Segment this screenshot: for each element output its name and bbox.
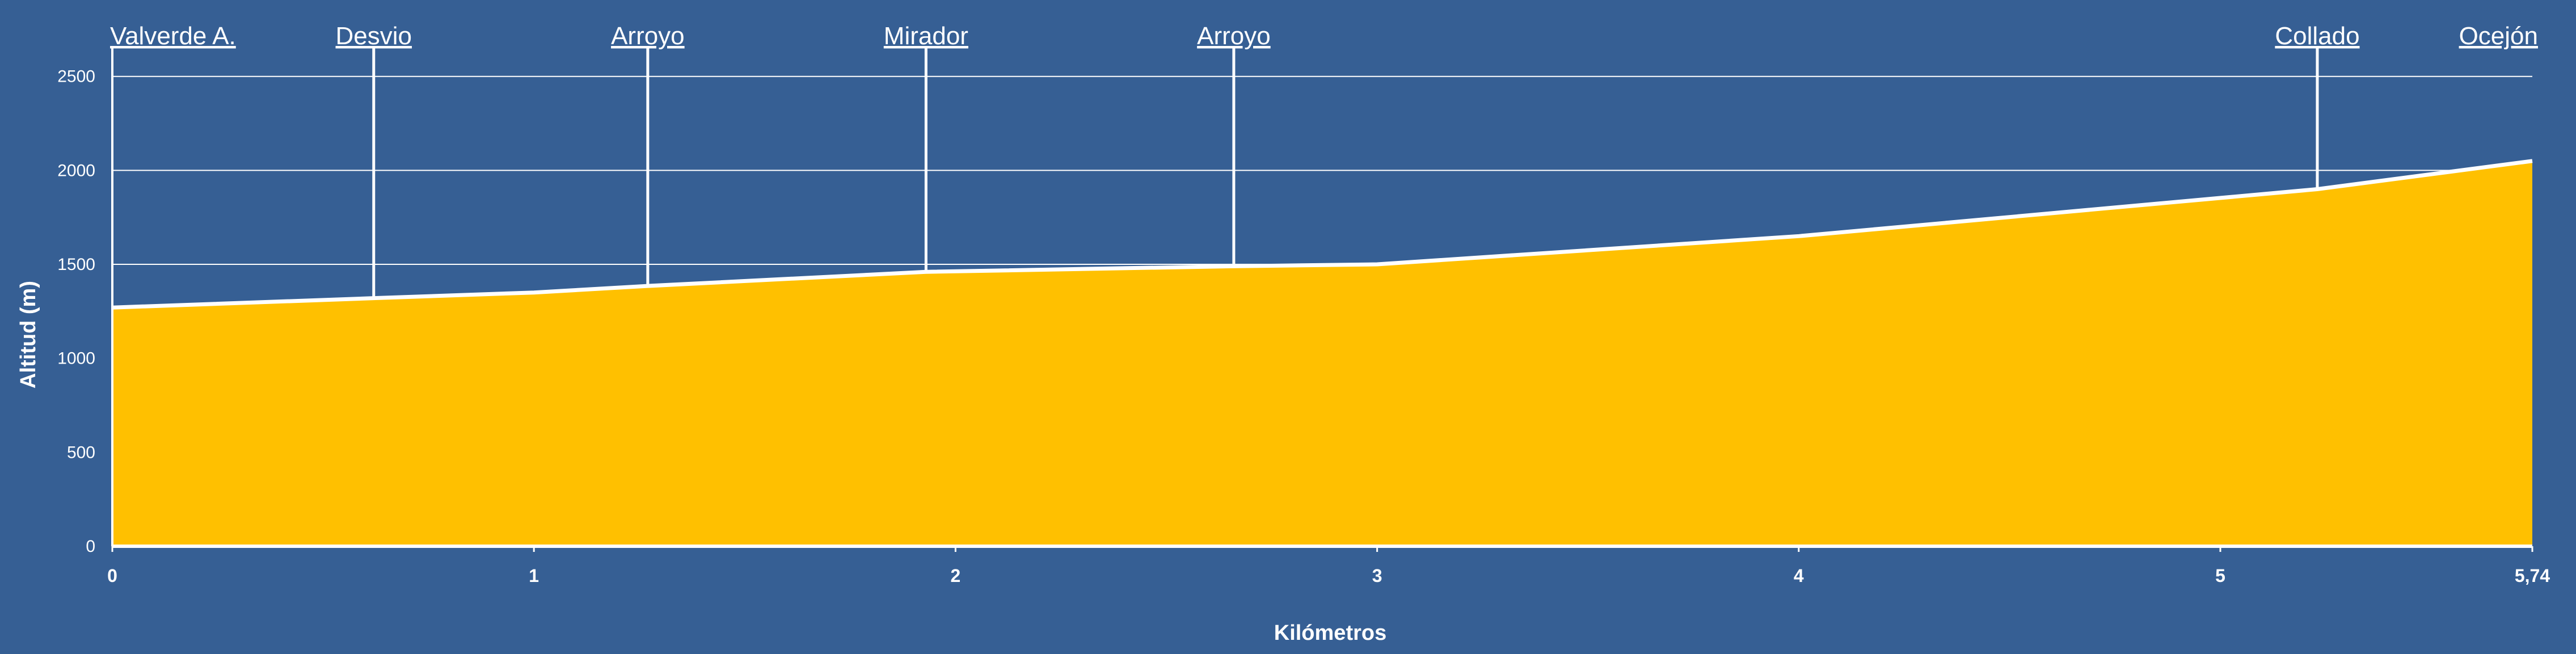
- landmark-label: Valverde A.: [110, 22, 236, 50]
- landmark-label: Desvio: [336, 22, 412, 50]
- y-tick-label: 1000: [57, 349, 95, 368]
- area-layer: [112, 159, 2533, 546]
- x-tick-label: 2: [951, 566, 961, 586]
- landmark-label: Collado: [2275, 22, 2359, 50]
- y-tick-label: 0: [86, 537, 95, 556]
- x-axis-title: Kilómetros: [1274, 621, 1386, 645]
- landmark-layer: Valverde A. Desvio Arroyo Mirador Arroyo Coll…: [110, 22, 2538, 298]
- landmark-label: Ocejón: [2459, 22, 2538, 50]
- x-tick-label: 5: [2215, 566, 2225, 586]
- x-tick-label: 5,74: [2515, 566, 2550, 586]
- elevation-area: [112, 161, 2532, 546]
- landmark-label: Arroyo: [1197, 22, 1271, 50]
- x-tick-label: 3: [1372, 566, 1382, 586]
- y-tick-label: 2500: [57, 67, 95, 86]
- axis-layer: 0 500 1000 1500 2000 2500 0 1 2 3 4 5 5,74: [57, 48, 2550, 586]
- elevation-line: [112, 159, 2533, 310]
- x-tick-label: 4: [1794, 566, 1804, 586]
- landmark-label: Mirador: [884, 22, 968, 50]
- y-tick-label: 1500: [57, 255, 95, 274]
- y-tick-label: 500: [67, 443, 95, 462]
- x-tick-label: 1: [529, 566, 539, 586]
- y-axis-title: Altitud (m): [16, 281, 40, 389]
- landmark-label: Arroyo: [611, 22, 685, 50]
- x-tick-label: 0: [107, 566, 117, 586]
- y-tick-label: 2000: [57, 161, 95, 180]
